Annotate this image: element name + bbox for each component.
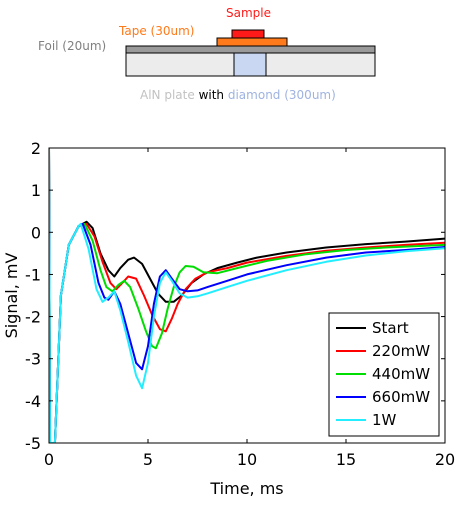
- series-group: [49, 148, 445, 443]
- x-tick-label-3: 15: [336, 450, 356, 469]
- foil-label: Foil (20um): [38, 39, 107, 53]
- with-word: with: [198, 88, 225, 102]
- setup-schematic: [125, 29, 376, 77]
- y-axis-label: Signal, mV: [2, 253, 21, 339]
- x-tick-label-2: 10: [237, 450, 257, 469]
- x-tick-label-0: 0: [44, 450, 54, 469]
- series-line-4: [49, 148, 445, 443]
- diamond-insert: [233, 52, 267, 77]
- legend-label-3: 660mW: [372, 388, 430, 406]
- tape-label: Tape (30um): [119, 24, 195, 38]
- tape-layer: [216, 37, 288, 47]
- line-chart: 0 5 10 15 20 -5 -4 -3 -2 -1 0 1 2 Time, ms Signal, mV S…: [2, 139, 455, 498]
- legend: Start 220mW 440mW 660mW 1W: [328, 312, 440, 437]
- y-tick-label-1: -4: [25, 392, 41, 411]
- y-tick-label-5: 0: [31, 223, 41, 242]
- legend-label-4: 1W: [372, 411, 397, 429]
- y-tick-label-3: -2: [25, 308, 41, 327]
- x-axis-label: Time, ms: [209, 479, 283, 498]
- y-tick-label-4: -1: [25, 265, 41, 284]
- y-tick-label-6: 1: [31, 181, 41, 200]
- x-tick-label-4: 20: [435, 450, 455, 469]
- sample-block: [231, 29, 265, 39]
- diamond-label: diamond (300um): [227, 88, 336, 102]
- y-tick-label-2: -3: [25, 350, 41, 369]
- legend-label-0: Start: [372, 319, 409, 337]
- aln-caption: AlN plate with diamond (300um): [140, 88, 336, 102]
- x-tick-label-1: 5: [143, 450, 153, 469]
- y-tick-label-7: 2: [31, 139, 41, 158]
- sample-label: Sample: [226, 6, 271, 20]
- legend-label-1: 220mW: [372, 342, 430, 360]
- aln-label: AlN plate: [140, 88, 195, 102]
- foil-layer: [125, 45, 376, 54]
- y-tick-label-0: -5: [25, 434, 41, 453]
- legend-label-2: 440mW: [372, 365, 430, 383]
